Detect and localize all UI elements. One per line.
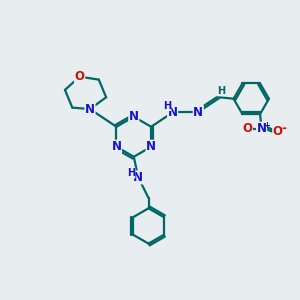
- Text: H: H: [217, 86, 225, 96]
- Text: -: -: [281, 122, 286, 135]
- Text: N: N: [133, 171, 143, 184]
- Text: N: N: [256, 122, 267, 135]
- Text: N: N: [112, 140, 122, 153]
- Text: N: N: [168, 106, 178, 118]
- Text: N: N: [85, 103, 95, 116]
- Text: H: H: [163, 100, 171, 110]
- Text: N: N: [193, 106, 203, 118]
- Text: O: O: [75, 70, 85, 83]
- Text: H: H: [127, 168, 135, 178]
- Text: O: O: [273, 125, 283, 138]
- Text: O: O: [242, 122, 252, 135]
- Text: N: N: [129, 110, 139, 123]
- Text: +: +: [263, 121, 270, 130]
- Text: N: N: [146, 140, 156, 153]
